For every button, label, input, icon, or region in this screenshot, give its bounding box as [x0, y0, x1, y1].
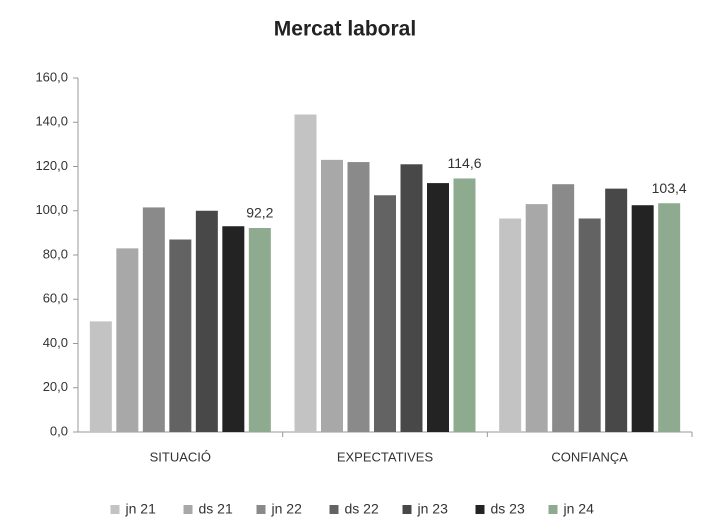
legend-swatch	[329, 505, 339, 514]
y-tick-label: 100,0	[35, 202, 68, 217]
bar	[142, 207, 165, 432]
value-label: 92,2	[246, 205, 273, 221]
bar	[427, 183, 449, 432]
bar	[116, 248, 139, 432]
x-tick-label: EXPECTATIVES	[337, 449, 434, 464]
bar	[631, 205, 654, 432]
legend-swatch	[256, 505, 266, 514]
legend-label: ds 23	[491, 501, 525, 517]
bar	[525, 204, 548, 432]
legend-swatch	[548, 505, 558, 514]
value-label: 114,6	[448, 155, 482, 171]
y-tick-label: 60,0	[43, 291, 68, 306]
bar	[321, 159, 343, 433]
bar	[499, 218, 522, 432]
bar	[222, 226, 245, 432]
x-tick-label: SITUACIÓ	[150, 449, 211, 464]
legend-swatch	[475, 505, 485, 514]
legend-label: jn 21	[125, 501, 157, 517]
y-tick-label: 120,0	[35, 158, 68, 173]
y-tick-label: 160,0	[35, 69, 68, 84]
legend-label: ds 21	[199, 501, 233, 517]
bar	[658, 203, 681, 432]
bar	[294, 114, 317, 432]
bar	[195, 210, 218, 432]
legend-swatch	[183, 505, 193, 514]
bar	[347, 162, 370, 432]
value-label: 103,4	[652, 180, 687, 196]
y-tick-label: 40,0	[43, 335, 68, 350]
y-tick-label: 20,0	[43, 379, 68, 394]
bar	[400, 164, 423, 432]
legend-swatch	[402, 505, 412, 514]
bar	[374, 195, 396, 432]
legend-swatch	[110, 505, 120, 514]
legend-label: jn 23	[417, 501, 449, 517]
y-tick-label: 140,0	[35, 114, 68, 129]
bar	[578, 218, 601, 432]
y-tick-label: 0,0	[50, 423, 68, 438]
bar	[89, 321, 112, 432]
bar	[453, 178, 476, 432]
bar	[169, 239, 192, 432]
bar	[552, 184, 575, 432]
bar	[605, 188, 628, 432]
bar	[248, 228, 271, 432]
legend-label: jn 24	[563, 501, 595, 517]
y-tick-label: 80,0	[43, 246, 68, 261]
legend-label: ds 22	[345, 501, 379, 517]
legend-label: jn 22	[271, 501, 303, 517]
chart-title: Mercat laboral	[274, 18, 416, 41]
x-tick-label: CONFIANÇA	[551, 449, 628, 464]
